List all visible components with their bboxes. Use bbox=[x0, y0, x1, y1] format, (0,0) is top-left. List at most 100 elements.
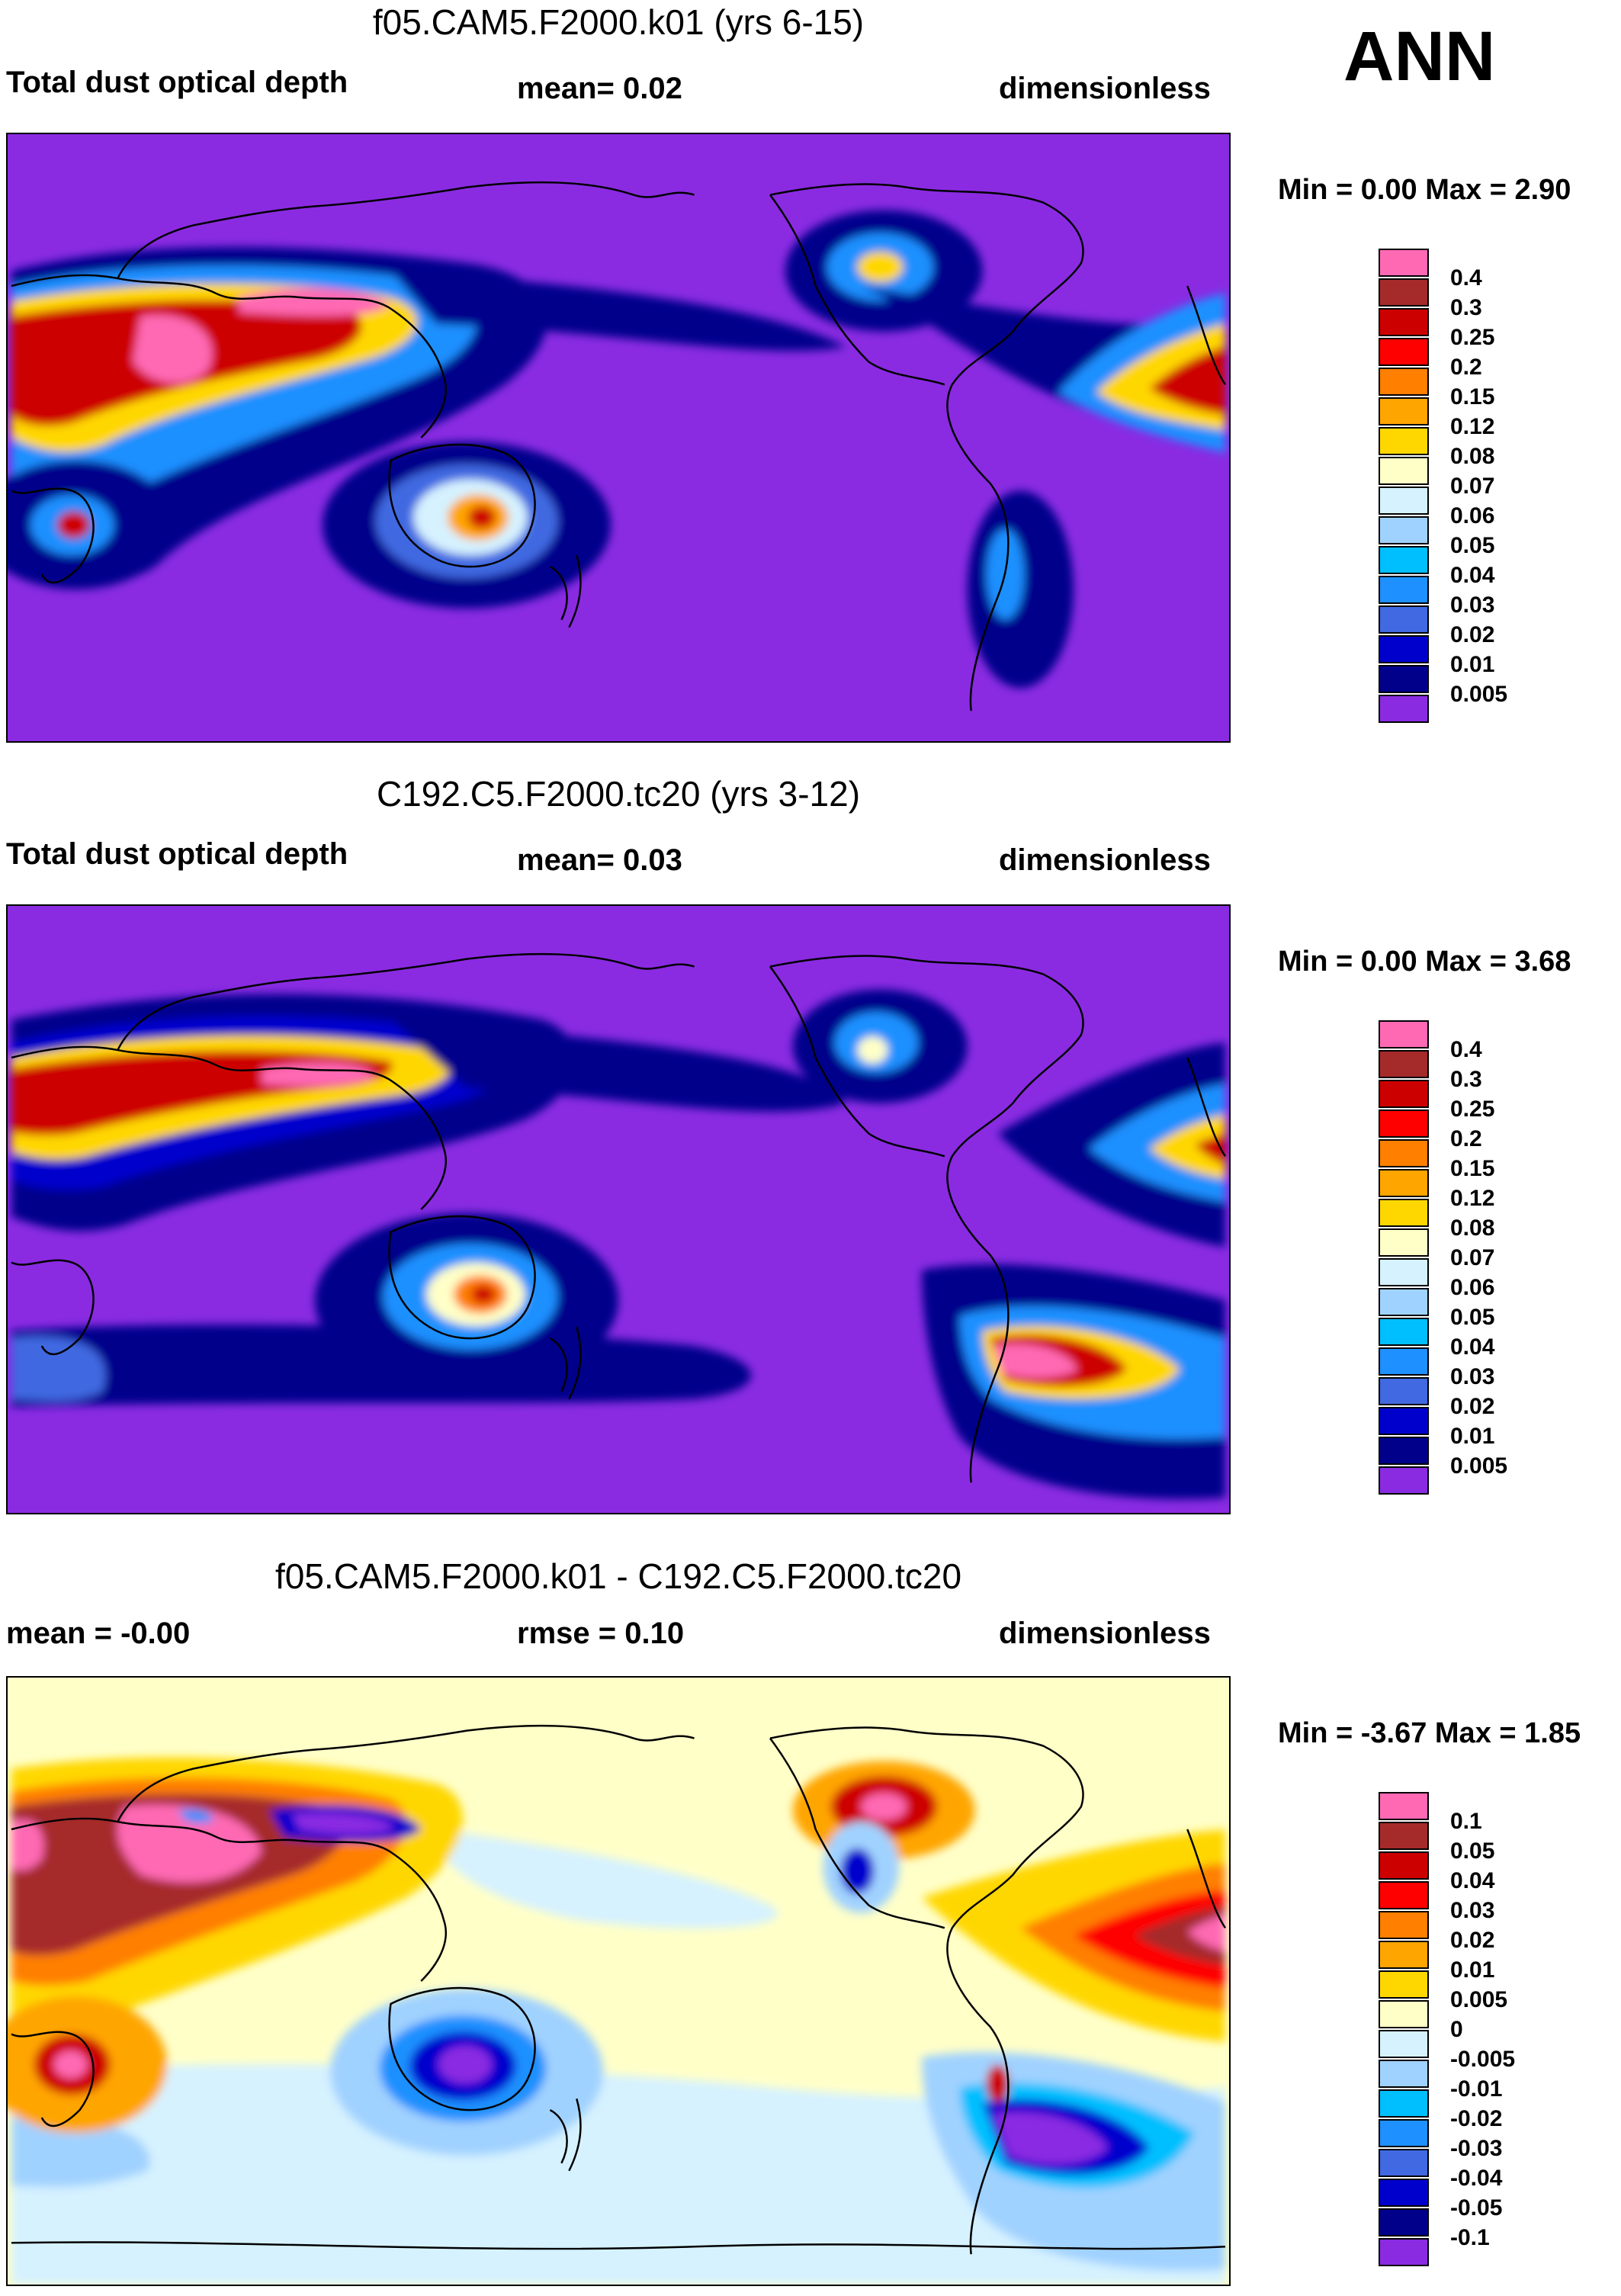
panel-1-colorbar-tick: 0.02 bbox=[1450, 622, 1495, 647]
panel-2-colorbar-swatch bbox=[1379, 1139, 1429, 1167]
panel-2-colorbar-swatch bbox=[1379, 1169, 1429, 1197]
panel-2-coastlines bbox=[11, 952, 1227, 1483]
panel-1-colorbar-swatch bbox=[1379, 635, 1429, 663]
panel-1-minmax: Min = 0.00 Max = 2.90 bbox=[1278, 174, 1571, 206]
panel-3-colorbar-swatch bbox=[1379, 2030, 1429, 2058]
panel-2-title: C192.C5.F2000.tc20 (yrs 3-12) bbox=[376, 774, 861, 814]
panel-3-map bbox=[6, 1676, 1231, 2286]
panel-1-colorbar-tick: 0.05 bbox=[1450, 533, 1495, 558]
panel-1-colorbar-tick: 0.005 bbox=[1450, 682, 1508, 707]
panel-1-mean-label: mean= 0.02 bbox=[517, 72, 682, 105]
panel-1-coastlines bbox=[11, 181, 1227, 711]
panel-3-colorbar-tick: -0.1 bbox=[1450, 2225, 1490, 2250]
panel-2-colorbar-swatch bbox=[1379, 1318, 1429, 1346]
panel-3-colorbar-swatch bbox=[1379, 2149, 1429, 2177]
panel-1-colorbar-tick: 0.07 bbox=[1450, 474, 1495, 499]
panel-3-minmax: Min = -3.67 Max = 1.85 bbox=[1278, 1717, 1581, 1749]
panel-2-colorbar-tick: 0.08 bbox=[1450, 1215, 1495, 1241]
panel-3-colorbar-tick: -0.02 bbox=[1450, 2106, 1503, 2131]
panel-1-colorbar-tick: 0.01 bbox=[1450, 652, 1495, 677]
panel-3-colorbar-swatch bbox=[1379, 1911, 1429, 1939]
panel-1-colorbar-swatch bbox=[1379, 338, 1429, 366]
panel-3-colorbar-swatch bbox=[1379, 1941, 1429, 1969]
panel-3-colorbar-swatch bbox=[1379, 1851, 1429, 1880]
panel-1-colorbar-swatch bbox=[1379, 546, 1429, 574]
panel-1-colorbar-swatch bbox=[1379, 576, 1429, 604]
panel-2-colorbar-swatch bbox=[1379, 1020, 1429, 1048]
panel-3-colorbar-swatch bbox=[1379, 2000, 1429, 2028]
panel-2-minmax: Min = 0.00 Max = 3.68 bbox=[1278, 946, 1571, 978]
panel-1-colorbar-swatch bbox=[1379, 308, 1429, 336]
panel-1-colorbar-swatch bbox=[1379, 368, 1429, 396]
panel-2-colorbar-swatch bbox=[1379, 1050, 1429, 1078]
panel-2-colorbar-tick: 0.4 bbox=[1450, 1037, 1482, 1062]
panel-2-colorbar-swatch bbox=[1379, 1109, 1429, 1138]
panel-1-colorbar-tick: 0.04 bbox=[1450, 563, 1495, 588]
panel-3-colorbar-tick: -0.03 bbox=[1450, 2136, 1503, 2161]
panel-1-variable-label: Total dust optical depth bbox=[6, 66, 348, 99]
panel-1-colorbar-swatch bbox=[1379, 397, 1429, 425]
panel-3-colorbar-swatch bbox=[1379, 1970, 1429, 1999]
panel-2-colorbar-tick: 0.02 bbox=[1450, 1394, 1495, 1419]
panel-2-colorbar-swatch bbox=[1379, 1228, 1429, 1257]
panel-1-colorbar-swatch bbox=[1379, 457, 1429, 485]
panel-1-title: f05.CAM5.F2000.k01 (yrs 6-15) bbox=[372, 2, 865, 42]
panel-1-colorbar-tick: 0.2 bbox=[1450, 355, 1482, 380]
panel-3-colorbar-swatch bbox=[1379, 1792, 1429, 1820]
panel-1-colorbar-swatch bbox=[1379, 427, 1429, 455]
panel-2-map bbox=[6, 904, 1231, 1514]
panel-2-colorbar-swatch bbox=[1379, 1347, 1429, 1376]
panel-2-colorbar-swatch bbox=[1379, 1258, 1429, 1286]
panel-3-colorbar-tick: 0 bbox=[1450, 2017, 1463, 2042]
panel-3-title: f05.CAM5.F2000.k01 - C192.C5.F2000.tc20 bbox=[274, 1556, 962, 1596]
panel-2-variable-label: Total dust optical depth bbox=[6, 837, 348, 871]
panel-3-colorbar-swatch bbox=[1379, 2208, 1429, 2237]
panel-2-units-label: dimensionless bbox=[999, 843, 1211, 877]
panel-3-colorbar-tick: -0.01 bbox=[1450, 2076, 1503, 2102]
panel-3-colorbar-tick: -0.005 bbox=[1450, 2047, 1516, 2072]
panel-3-colorbar-swatch bbox=[1379, 2238, 1429, 2266]
panel-1-colorbar-swatch bbox=[1379, 486, 1429, 515]
panel-3-colorbar-swatch bbox=[1379, 2060, 1429, 2088]
panel-2-colorbar-tick: 0.005 bbox=[1450, 1453, 1508, 1479]
panel-1-colorbar-swatch bbox=[1379, 249, 1429, 277]
panel-3-difference-field bbox=[8, 1757, 1225, 2285]
panel-2-colorbar-swatch bbox=[1379, 1466, 1429, 1495]
panel-3-colorbar-tick: 0.1 bbox=[1450, 1809, 1482, 1834]
panel-3-colorbar-tick: 0.005 bbox=[1450, 1987, 1508, 2012]
panel-3-colorbar-tick: 0.05 bbox=[1450, 1838, 1495, 1864]
panel-1-colorbar-swatch bbox=[1379, 695, 1429, 723]
season-label: ANN bbox=[1343, 18, 1496, 95]
panel-3-colorbar-tick: 0.02 bbox=[1450, 1928, 1495, 1953]
panel-2-colorbar-tick: 0.03 bbox=[1450, 1364, 1495, 1389]
panel-1-units-label: dimensionless bbox=[999, 72, 1211, 105]
panel-1-colorbar-tick: 0.03 bbox=[1450, 592, 1495, 618]
panel-2-colorbar-swatch bbox=[1379, 1437, 1429, 1465]
panel-1-dust-field bbox=[8, 210, 1225, 689]
panel-1-colorbar-tick: 0.12 bbox=[1450, 414, 1495, 439]
panel-2-colorbar-swatch bbox=[1379, 1199, 1429, 1227]
panel-2-colorbar-tick: 0.05 bbox=[1450, 1305, 1495, 1330]
panel-1-map bbox=[6, 133, 1231, 743]
panel-2-colorbar-tick: 0.04 bbox=[1450, 1334, 1495, 1360]
panel-1-colorbar-tick: 0.4 bbox=[1450, 265, 1482, 291]
panel-1-colorbar-tick: 0.15 bbox=[1450, 384, 1495, 409]
panel-2-colorbar-tick: 0.06 bbox=[1450, 1275, 1495, 1300]
panel-1-colorbar-swatch bbox=[1379, 278, 1429, 307]
panel-3-units-label: dimensionless bbox=[999, 1617, 1211, 1650]
panel-3-colorbar-swatch bbox=[1379, 1822, 1429, 1850]
panel-3-colorbar-tick: -0.05 bbox=[1450, 2195, 1503, 2221]
panel-3-colorbar-swatch bbox=[1379, 2179, 1429, 2207]
panel-1-colorbar-tick: 0.08 bbox=[1450, 444, 1495, 469]
panel-1-colorbar-swatch bbox=[1379, 665, 1429, 693]
panel-3-colorbar-swatch bbox=[1379, 2089, 1429, 2118]
panel-2-colorbar-tick: 0.01 bbox=[1450, 1424, 1495, 1449]
panel-2-colorbar-swatch bbox=[1379, 1407, 1429, 1435]
panel-3-colorbar-swatch bbox=[1379, 2119, 1429, 2147]
panel-2-colorbar-tick: 0.15 bbox=[1450, 1156, 1495, 1181]
panel-3-colorbar-tick: -0.04 bbox=[1450, 2166, 1503, 2191]
panel-3-coastlines bbox=[11, 1724, 1227, 2255]
panel-2-dust-field bbox=[11, 989, 1225, 1499]
panel-3-colorbar-tick: 0.04 bbox=[1450, 1868, 1495, 1893]
panel-3-mean-label: mean = -0.00 bbox=[6, 1617, 191, 1650]
